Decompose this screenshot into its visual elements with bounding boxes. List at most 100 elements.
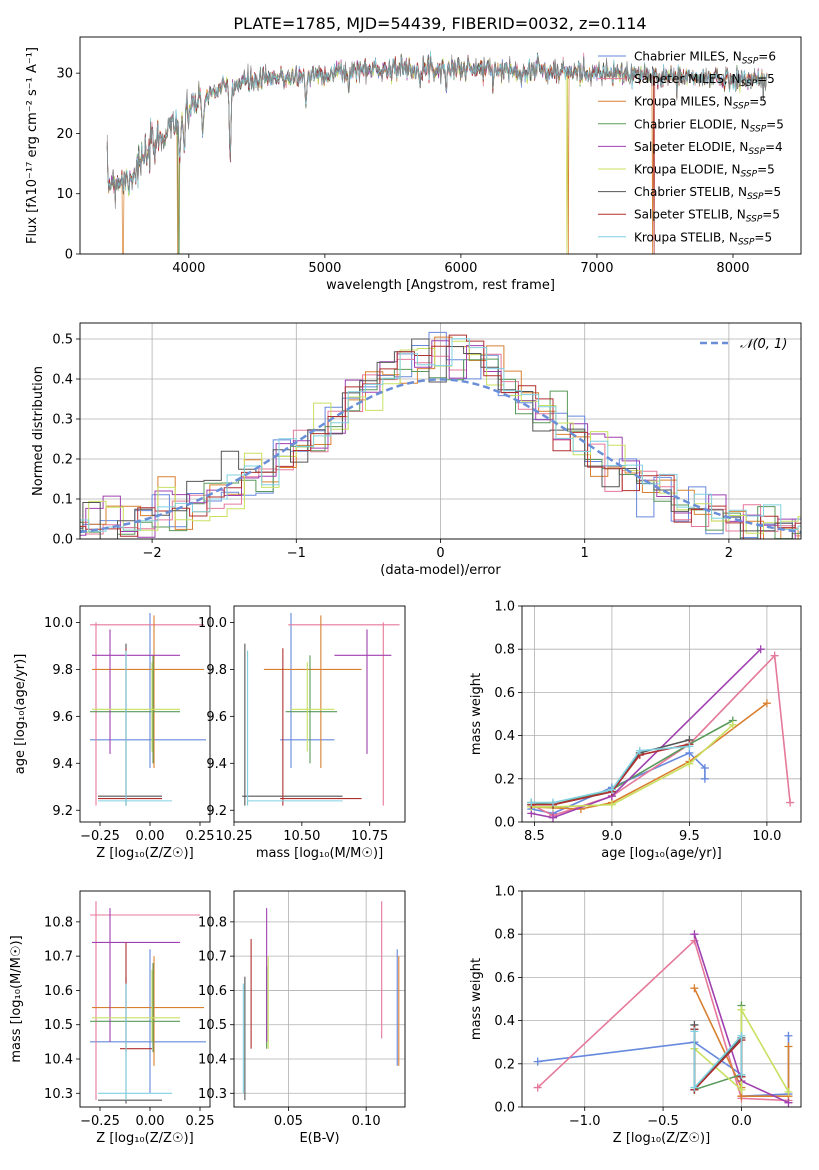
legend-entry-0: Chabrier MILES, NSSP=6 xyxy=(634,50,776,67)
spectrum-xtick-label: 5000 xyxy=(308,261,341,276)
mass_weight_vs_age-xtick-label: 9.5 xyxy=(679,829,700,844)
age_vs_mass-xlabel: mass [log₁₀(M/M☉)] xyxy=(256,846,383,861)
residual-histogram-7 xyxy=(80,334,801,539)
mass_vs_ebv-xlabel: E(B-V) xyxy=(299,1131,339,1146)
mass_weight_vs_age-xtick-label: 8.5 xyxy=(524,829,545,844)
mass_weight_vs_Z-point-8-0 xyxy=(690,1027,699,1036)
legend-entry-7: Salpeter STELIB, NSSP=5 xyxy=(634,208,780,225)
mass_weight_vs_Z-point-8-2 xyxy=(737,1031,746,1040)
mass_weight_vs_age-ylabel: mass weight xyxy=(469,673,484,755)
residuals-xtick-label: 0 xyxy=(436,546,444,561)
mass_weight_vs_Z-xtick-label: −0.5 xyxy=(647,1114,679,1129)
mass_weight_vs_age-point-0-5 xyxy=(700,774,709,783)
mass_weight_vs_age-point-4-1 xyxy=(549,813,557,822)
mass_weight_vs_Z-point-2-4 xyxy=(784,1042,793,1051)
mass_weight_vs_Z-ytick-label: 0.8 xyxy=(494,928,515,943)
age_vs_mass-ytick-label: 9.4 xyxy=(206,757,227,772)
spectrum-xtick-label: 6000 xyxy=(444,261,477,276)
residuals-ytick-label: 0.2 xyxy=(52,453,73,468)
legend-entry-5: Kroupa ELODIE, NSSP=5 xyxy=(634,163,775,180)
spectrum-ytick-label: 30 xyxy=(56,67,73,82)
mass_vs_ebv-ytick-label: 10.6 xyxy=(198,984,227,999)
residuals-frame xyxy=(79,322,802,540)
age_vs_Z-xtick-label: 0.00 xyxy=(136,829,165,844)
mass_vs_Z-xtick-label: 0.25 xyxy=(186,1114,215,1129)
mass_weight_vs_Z-ytick-label: 0.4 xyxy=(494,1014,515,1029)
age_vs_Z-ytick-label: 9.6 xyxy=(52,710,73,725)
mass_weight_vs_Z-ytick-label: 1.0 xyxy=(494,885,515,900)
mass_vs_ebv-ytick-label: 10.7 xyxy=(198,950,227,965)
mass_vs_Z-xtick-label: 0.00 xyxy=(136,1114,165,1129)
mass_weight_vs_age-ytick-label: 0.8 xyxy=(494,643,515,658)
mass_weight_vs_age-point-8-4 xyxy=(685,742,694,751)
mass_vs_ebv-ytick-label: 10.8 xyxy=(198,915,227,930)
mass_vs_Z-ytick-label: 10.3 xyxy=(44,1087,73,1102)
residuals-plot-area xyxy=(80,323,801,539)
residual-histogram-3 xyxy=(80,358,801,539)
mass_weight_vs_age-point-5-2 xyxy=(607,800,616,809)
spectrum-xtick-label: 4000 xyxy=(172,261,205,276)
age_vs_mass-xtick-label: 10.50 xyxy=(283,829,320,844)
mass_weight_vs_Z-series-8 xyxy=(693,1031,743,1090)
mass_vs_Z-plot-area xyxy=(90,901,206,1104)
residuals-xtick-label: 2 xyxy=(725,546,733,561)
legend-entry-6: Chabrier STELIB, NSSP=5 xyxy=(634,185,781,202)
mass_weight_vs_age-point-8-1 xyxy=(549,798,557,807)
spectrum-observed-data xyxy=(106,54,768,209)
mass_weight_vs_age-point-1-4 xyxy=(770,651,779,660)
spectrum-ytick-label: 20 xyxy=(56,127,73,142)
mass_weight_vs_age-ytick-label: 0.2 xyxy=(494,772,515,787)
age_vs_mass-ytick-label: 9.2 xyxy=(206,804,227,819)
mass_weight_vs_age-xtick-label: 9.0 xyxy=(602,829,623,844)
age_vs_Z-ytick-label: 9.2 xyxy=(52,804,73,819)
mass_vs_ebv-ytick-label: 10.4 xyxy=(198,1053,227,1068)
mass_weight_vs_Z-point-0-5 xyxy=(784,1031,793,1040)
age_vs_Z-ytick-label: 10.0 xyxy=(44,616,73,631)
spectrum-ylabel: Flux [fλ10⁻¹⁷ erg cm⁻² s⁻¹ A⁻¹] xyxy=(25,47,40,244)
mass_weight_vs_Z-ytick-label: 0.2 xyxy=(494,1057,515,1072)
mass_weight_vs_age-frame xyxy=(521,605,802,823)
mass_weight_vs_Z-point-4-0 xyxy=(690,930,699,939)
mass_weight_vs_Z-point-5-3 xyxy=(784,1087,793,1096)
mass_weight_vs_age-point-8-2 xyxy=(607,785,616,794)
mass_weight_vs_Z-xlabel: Z [log₁₀(Z/Z☉)] xyxy=(613,1131,710,1146)
residuals-ytick-label: 0.0 xyxy=(52,533,73,548)
residuals-xlabel: (data-model)/error xyxy=(380,563,501,578)
mass_weight_vs_Z-ylabel: mass weight xyxy=(469,958,484,1040)
residual-histogram-6 xyxy=(80,338,801,539)
mass_weight_vs_age-point-5-3 xyxy=(685,759,694,768)
age_vs_Z-ylabel: age [log₁₀(age/yr)] xyxy=(13,654,28,775)
residuals-xtick-label: −2 xyxy=(143,546,162,561)
normal-legend-label: 𝒩(0, 1) xyxy=(740,337,787,352)
figure-title: PLATE=1785, MJD=54439, FIBERID=0032, z=0… xyxy=(233,14,646,33)
age_vs_Z-ytick-label: 9.8 xyxy=(52,663,73,678)
age_vs_Z-xtick-label: 0.25 xyxy=(186,829,215,844)
mass_weight_vs_age-series-2 xyxy=(531,702,768,810)
mass_vs_ebv-ytick-label: 10.5 xyxy=(198,1018,227,1033)
age_vs_mass-xtick-label: 10.25 xyxy=(215,829,252,844)
age_vs_Z-xlabel: Z [log₁₀(Z/Z☉)] xyxy=(96,846,193,861)
normal-curve xyxy=(80,378,801,534)
mass_weight_vs_Z-plot-area xyxy=(522,891,801,1107)
mass_weight_vs_Z-point-8-3 xyxy=(737,1070,746,1079)
mass_weight_vs_age-point-8-0 xyxy=(527,798,536,807)
legend-entry-4: Salpeter ELODIE, NSSP=4 xyxy=(634,140,783,157)
mass_weight_vs_age-point-1-5 xyxy=(786,798,795,807)
residual-histogram-8 xyxy=(80,338,801,532)
spectrum-frame xyxy=(79,36,802,255)
mass_weight_vs_age-series-1 xyxy=(530,653,791,817)
age_vs_mass-ytick-label: 9.6 xyxy=(206,710,227,725)
mass_weight_vs_Z-point-2-0 xyxy=(690,984,699,993)
mass_vs_Z-xlabel: Z [log₁₀(Z/Z☉)] xyxy=(96,1131,193,1146)
mass_weight_vs_age-point-4-3 xyxy=(756,645,765,654)
mass_vs_ebv-xtick-label: 0.10 xyxy=(352,1114,381,1129)
residuals-xtick-label: 1 xyxy=(581,546,589,561)
mass_vs_Z-ytick-label: 10.7 xyxy=(44,950,73,965)
mass_weight_vs_age-plot-area xyxy=(522,606,801,822)
residuals-ytick-label: 0.4 xyxy=(52,373,73,388)
mass_weight_vs_Z-xtick-label: 0.0 xyxy=(731,1114,752,1129)
mass_vs_Z-frame xyxy=(79,890,211,1108)
legend-entry-1: Salpeter MILES, NSSP=5 xyxy=(634,72,775,89)
mass_vs_Z-ylabel: mass [log₁₀(M/M☉)] xyxy=(9,935,24,1062)
mass_vs_ebv-xtick-label: 0.05 xyxy=(274,1114,303,1129)
